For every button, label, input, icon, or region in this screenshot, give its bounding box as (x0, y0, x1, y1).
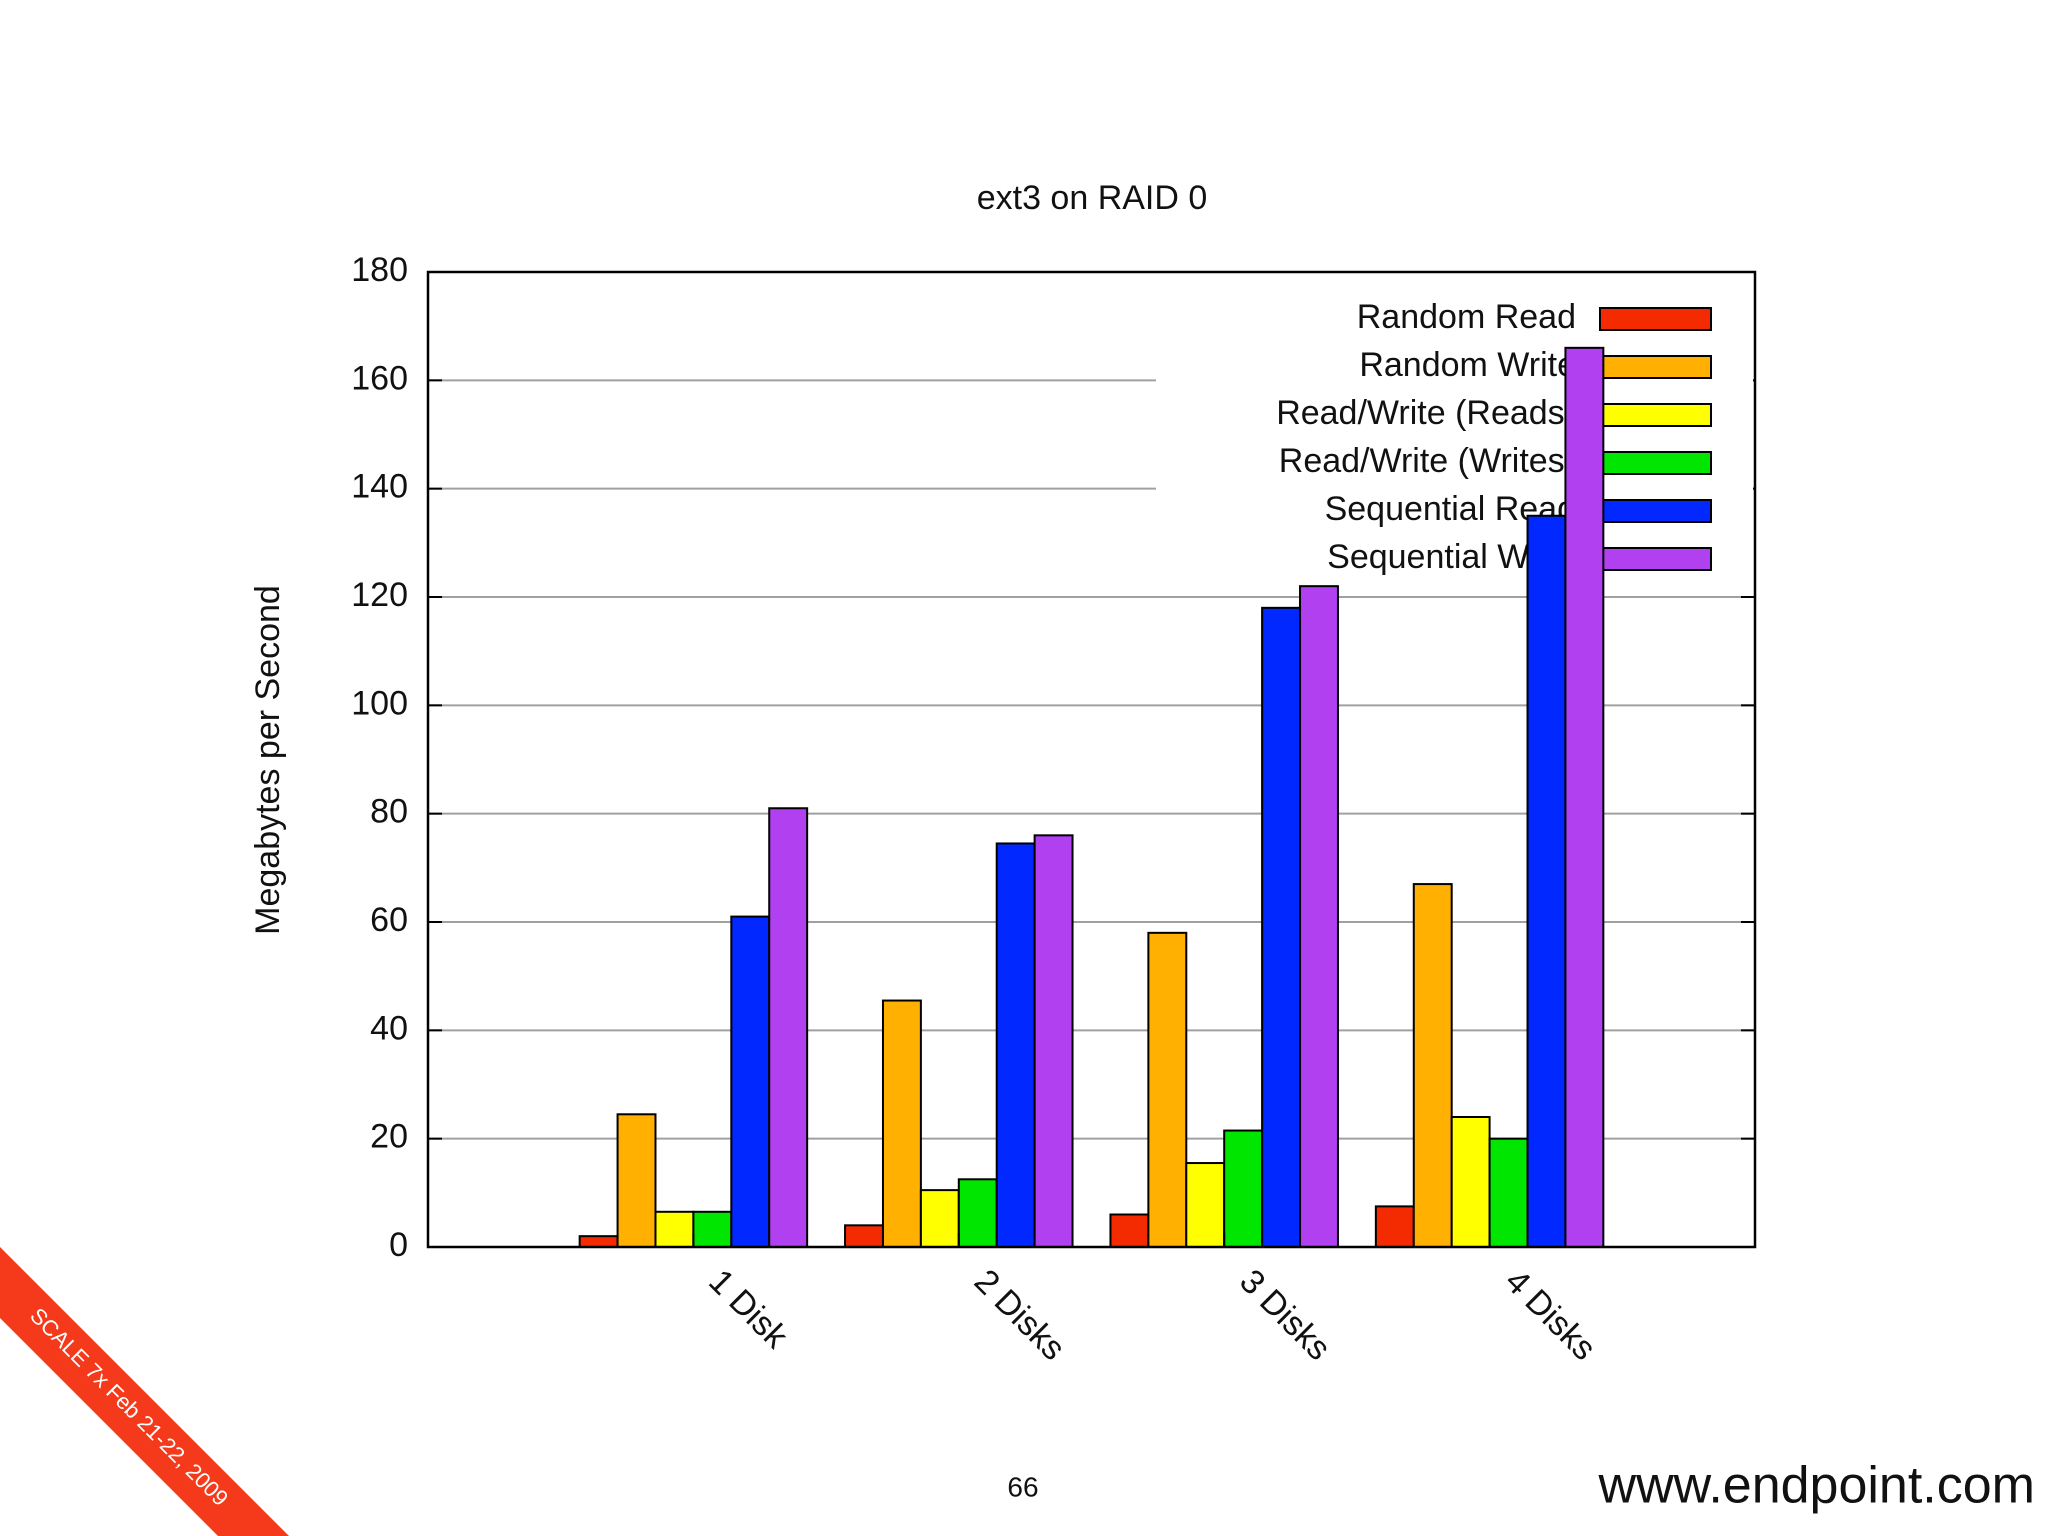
y-tick-label: 20 (370, 1118, 408, 1156)
bar (1033, 834, 1074, 1248)
y-tick-label: 0 (389, 1226, 408, 1264)
bar (919, 1189, 960, 1248)
bar (881, 999, 922, 1249)
x-tick-label: 4 Disks (1498, 1262, 1604, 1368)
legend-label: Read/Write (Writes) (1279, 442, 1576, 480)
legend-background (1156, 291, 1753, 591)
y-tick-label: 180 (351, 251, 408, 289)
bar (1488, 1137, 1529, 1248)
legend-swatch (1599, 307, 1712, 331)
bar (1526, 514, 1567, 1248)
bar (1261, 606, 1302, 1248)
banner-text: SCALE 7x Feb 21-22, 2009 (25, 1303, 233, 1511)
bar (1299, 585, 1339, 1248)
banner-ribbon (0, 1247, 289, 1536)
bar (654, 1210, 695, 1248)
bar (844, 1224, 884, 1249)
legend-swatch (1599, 547, 1712, 571)
y-tick-label: 160 (351, 359, 408, 397)
y-tick-label: 120 (351, 576, 408, 614)
bar (768, 807, 809, 1248)
bar (1564, 346, 1605, 1249)
legend-swatch (1599, 355, 1712, 379)
bar (692, 1210, 733, 1248)
legend-swatch (1599, 451, 1712, 475)
bar (1412, 883, 1453, 1248)
x-tick-label: 3 Disks (1232, 1262, 1338, 1368)
y-tick-label: 140 (351, 468, 408, 506)
plot-frame (426, 270, 1757, 1249)
slide-number: 66 (1007, 1471, 1038, 1502)
bar (730, 915, 771, 1248)
y-axis-label: Megabytes per Second (249, 585, 287, 935)
bar (957, 1178, 998, 1248)
legend-label: Random Write (1359, 346, 1576, 384)
bar (1109, 1213, 1150, 1248)
legend-label: Read/Write (Reads) (1276, 394, 1576, 432)
y-tick-label: 60 (370, 901, 408, 939)
legend-label: Random Read (1357, 298, 1576, 336)
x-tick-label: 2 Disks (967, 1262, 1073, 1368)
bar (616, 1113, 657, 1248)
y-tick-label: 40 (370, 1009, 408, 1047)
bar (1450, 1116, 1491, 1248)
bar (578, 1235, 619, 1248)
x-tick-label: 1 Disk (701, 1262, 795, 1356)
footer-url: www.endpoint.com (1598, 1457, 2035, 1515)
legend-swatch (1599, 499, 1712, 523)
legend-swatch (1599, 403, 1712, 427)
chart-title: ext3 on RAID 0 (977, 179, 1208, 217)
bar (1147, 931, 1188, 1248)
bar (1223, 1129, 1264, 1248)
bar (995, 842, 1036, 1248)
y-tick-label: 80 (370, 793, 408, 831)
bar (1374, 1205, 1415, 1248)
bar (1185, 1162, 1226, 1248)
y-tick-label: 100 (351, 684, 408, 722)
